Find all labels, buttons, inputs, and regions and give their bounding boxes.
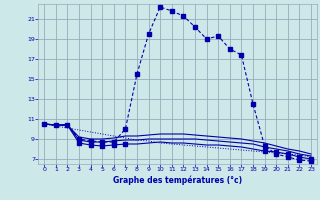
X-axis label: Graphe des températures (°c): Graphe des températures (°c) [113, 175, 242, 185]
